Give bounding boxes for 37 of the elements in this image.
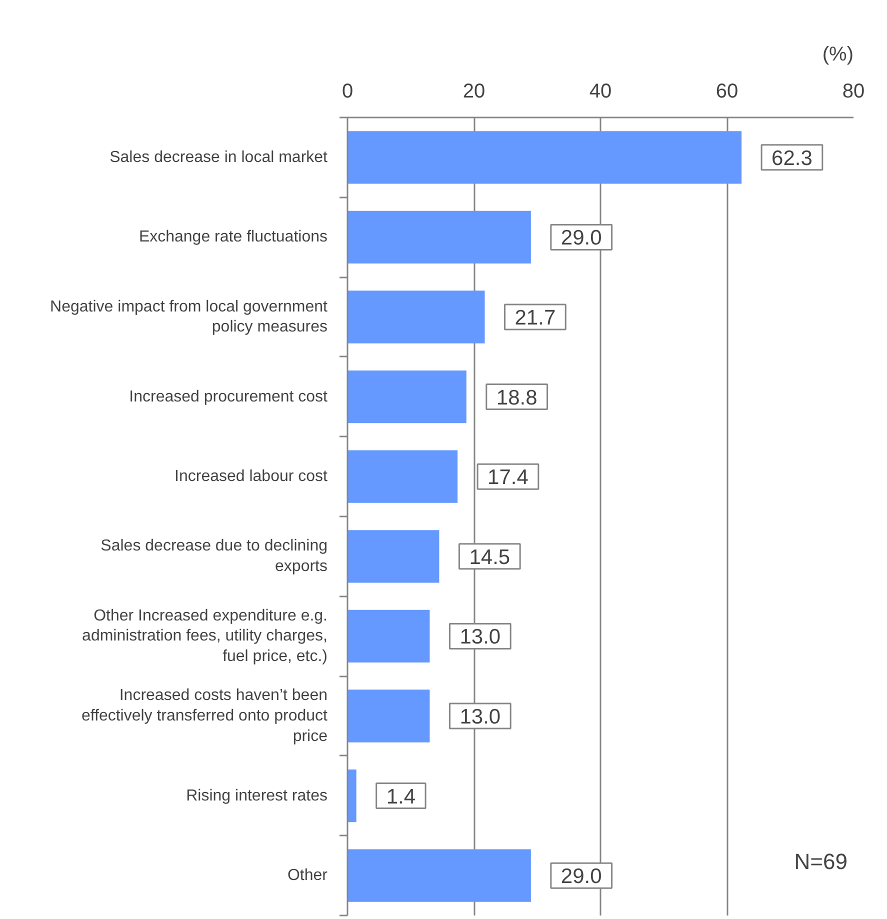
y-tick-label: Rising interest rates [186,787,328,804]
y-tick-label: Sales decrease in local market [110,148,328,166]
y-tick-label: Increased labour cost [174,468,328,486]
x-tick-label: 0 [342,80,354,102]
bar [348,610,430,663]
y-tick-label: Exchange rate fluctuations [138,228,328,246]
bar [348,690,430,742]
data-label: 14.5 [469,546,510,569]
y-tick-label: Increased procurement cost [129,388,328,406]
x-tick-label: 40 [589,80,612,102]
x-tick-label: 80 [842,80,865,102]
bar [348,370,466,424]
data-label: 29.0 [560,865,602,888]
data-label: 21.7 [514,306,556,330]
data-label: 29.0 [560,226,602,250]
data-label: 62.3 [772,146,812,170]
y-tick-label: Other [287,867,328,884]
bar [348,290,485,344]
bar [348,530,440,583]
annotation: N=69 [794,849,848,874]
bar [348,769,356,822]
bar [348,450,458,503]
y-tick-label: Sales decrease due to declining exports [100,538,328,576]
x-axis-title: (%) [822,44,854,66]
y-tick-label: Negative impact from local government policy measures [50,298,328,336]
y-tick-label: Other Increased expenditure e.g. administration fees, utility charges, fuel price, etc.) [82,607,328,666]
data-label: 18.8 [496,386,538,410]
bar [348,849,531,902]
y-tick-label: Increased costs haven’t been effectively transferred onto product price [81,687,328,745]
x-tick-label: 60 [716,80,738,102]
data-label: 1.4 [386,785,416,808]
data-label: 13.0 [460,626,501,649]
bar [348,131,742,184]
data-label: 17.4 [488,466,529,490]
x-tick-label: 20 [462,80,486,102]
bar [348,210,531,264]
data-label: 13.0 [460,706,501,728]
